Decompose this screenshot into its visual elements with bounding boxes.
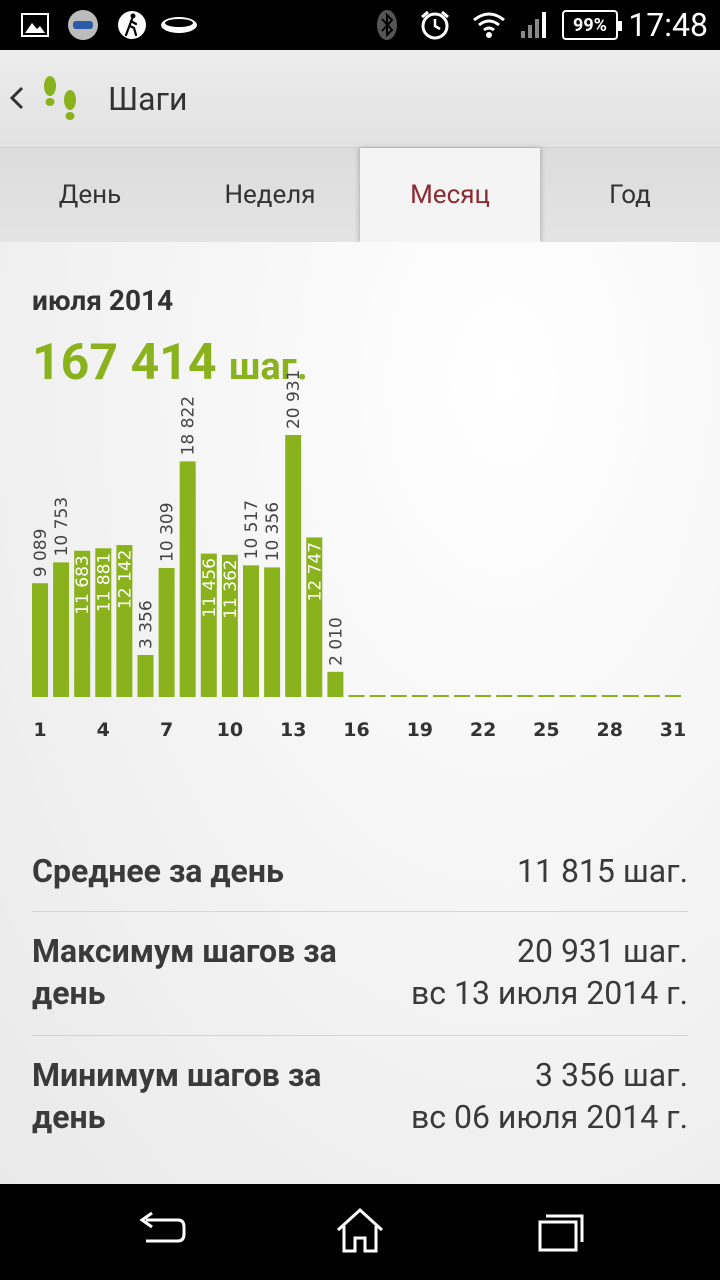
bar-value-label: 10 753 (52, 497, 72, 556)
x-tick-label: 4 (97, 719, 110, 741)
bar-day-2 (53, 562, 70, 697)
max-label-line1: Максимум шагов за (32, 932, 337, 970)
band-icon (158, 10, 200, 40)
bar-day-8 (179, 461, 196, 697)
page-title: Шаги (108, 80, 188, 118)
bar-day-10 (221, 554, 238, 697)
bar-value-label: 18 822 (179, 396, 199, 455)
bar-value-label: 10 517 (242, 500, 262, 559)
bar-day-14 (306, 537, 323, 697)
nav-back-icon[interactable] (130, 1206, 190, 1256)
bar-value-label: 11 456 (200, 558, 220, 617)
tab-bar: День Неделя Месяц Год (0, 148, 720, 242)
bar-value-label: 11 881 (94, 553, 114, 612)
x-tick-label: 19 (407, 719, 433, 741)
stat-row-maximum: Максимум шагов за день 20 931 шаг. вс 13… (32, 912, 688, 1036)
3d-app-icon (66, 10, 100, 40)
bluetooth-icon (372, 10, 402, 40)
max-value-steps: 20 931 шаг. (517, 932, 688, 970)
stat-row-average: Среднее за день 11 815 шаг. (32, 838, 688, 912)
bar-value-label: 10 356 (263, 502, 283, 561)
x-tick-label: 28 (596, 719, 622, 741)
min-value: 3 356 шаг. вс 06 июля 2014 г. (411, 1054, 688, 1160)
bar-day-9 (200, 553, 217, 697)
total-value: 167 414 (32, 334, 217, 392)
navigation-bar (0, 1184, 720, 1280)
avg-value: 11 815 шаг. (517, 852, 688, 890)
bar-day-13 (285, 435, 302, 697)
x-tick-label: 31 (660, 719, 686, 741)
bar-value-label: 12 142 (115, 550, 135, 609)
x-tick-label: 13 (280, 719, 306, 741)
wifi-icon (472, 10, 506, 40)
tab-month[interactable]: Месяц (360, 148, 540, 242)
min-value-date: вс 06 июля 2014 г. (410, 1098, 688, 1136)
total-unit: шаг. (228, 345, 308, 389)
period-label: июля 2014 (32, 284, 174, 317)
min-label-line2: день (32, 1098, 106, 1136)
bar-value-label: 11 683 (73, 555, 93, 614)
min-label: Минимум шагов за день (32, 1054, 321, 1160)
bar-day-11 (243, 565, 259, 697)
battery-indicator: 99% (562, 10, 622, 40)
stat-row-minimum: Минимум шагов за день 3 356 шаг. вс 06 и… (32, 1036, 688, 1160)
bar-day-6 (137, 654, 154, 697)
min-label-line1: Минимум шагов за (32, 1056, 322, 1094)
bar-day-12 (264, 567, 281, 697)
total-steps: 167 414 шаг. (32, 334, 308, 392)
x-tick-label: 10 (217, 719, 243, 741)
max-label-line2: день (32, 974, 106, 1012)
clock: 17:48 (628, 6, 708, 44)
x-tick-label: 7 (160, 719, 173, 741)
min-value-steps: 3 356 шаг. (535, 1056, 688, 1094)
bar-value-label: 10 309 (158, 502, 178, 561)
bar-day-3 (74, 550, 91, 697)
bar-day-7 (158, 567, 175, 697)
tab-year[interactable]: Год (609, 180, 651, 210)
status-bar: 99% 17:48 (0, 0, 720, 50)
back-chevron-icon[interactable] (6, 80, 26, 116)
image-icon (20, 10, 50, 40)
action-bar: Шаги (0, 50, 720, 148)
x-tick-label: 22 (470, 719, 496, 741)
bar-day-4 (95, 548, 112, 697)
signal-icon (518, 10, 550, 40)
bar-value-label: 12 747 (305, 542, 325, 601)
bar-value-label: 2 010 (326, 617, 346, 666)
tab-day[interactable]: День (58, 180, 122, 210)
bar-day-1 (32, 583, 48, 697)
footprints-icon[interactable] (38, 72, 84, 126)
bar-value-label: 3 356 (137, 600, 157, 649)
nav-recents-icon[interactable] (530, 1206, 590, 1256)
bar-value-label: 9 089 (31, 529, 51, 578)
x-tick-label: 1 (33, 719, 46, 741)
tab-week[interactable]: Неделя (224, 180, 316, 210)
max-label: Максимум шагов за день (32, 930, 337, 1035)
x-tick-label: 25 (533, 719, 559, 741)
bar-value-label: 20 931 (284, 370, 304, 429)
stats-list: Среднее за день 11 815 шаг. Максимум шаг… (32, 838, 688, 1160)
bar-day-5 (116, 545, 133, 697)
alarm-icon (418, 10, 452, 40)
max-value: 20 931 шаг. вс 13 июля 2014 г. (411, 930, 688, 1035)
nav-home-icon[interactable] (330, 1206, 390, 1256)
walking-icon (116, 10, 148, 40)
content-area: июля 2014 167 414 шаг. 9 089 10 753 11 683… (0, 242, 720, 1184)
bar-day-15 (327, 671, 344, 697)
x-tick-label: 16 (343, 719, 369, 741)
max-value-date: вс 13 июля 2014 г. (410, 974, 688, 1012)
avg-label: Среднее за день (32, 852, 284, 890)
bar-value-label: 11 362 (221, 559, 241, 618)
